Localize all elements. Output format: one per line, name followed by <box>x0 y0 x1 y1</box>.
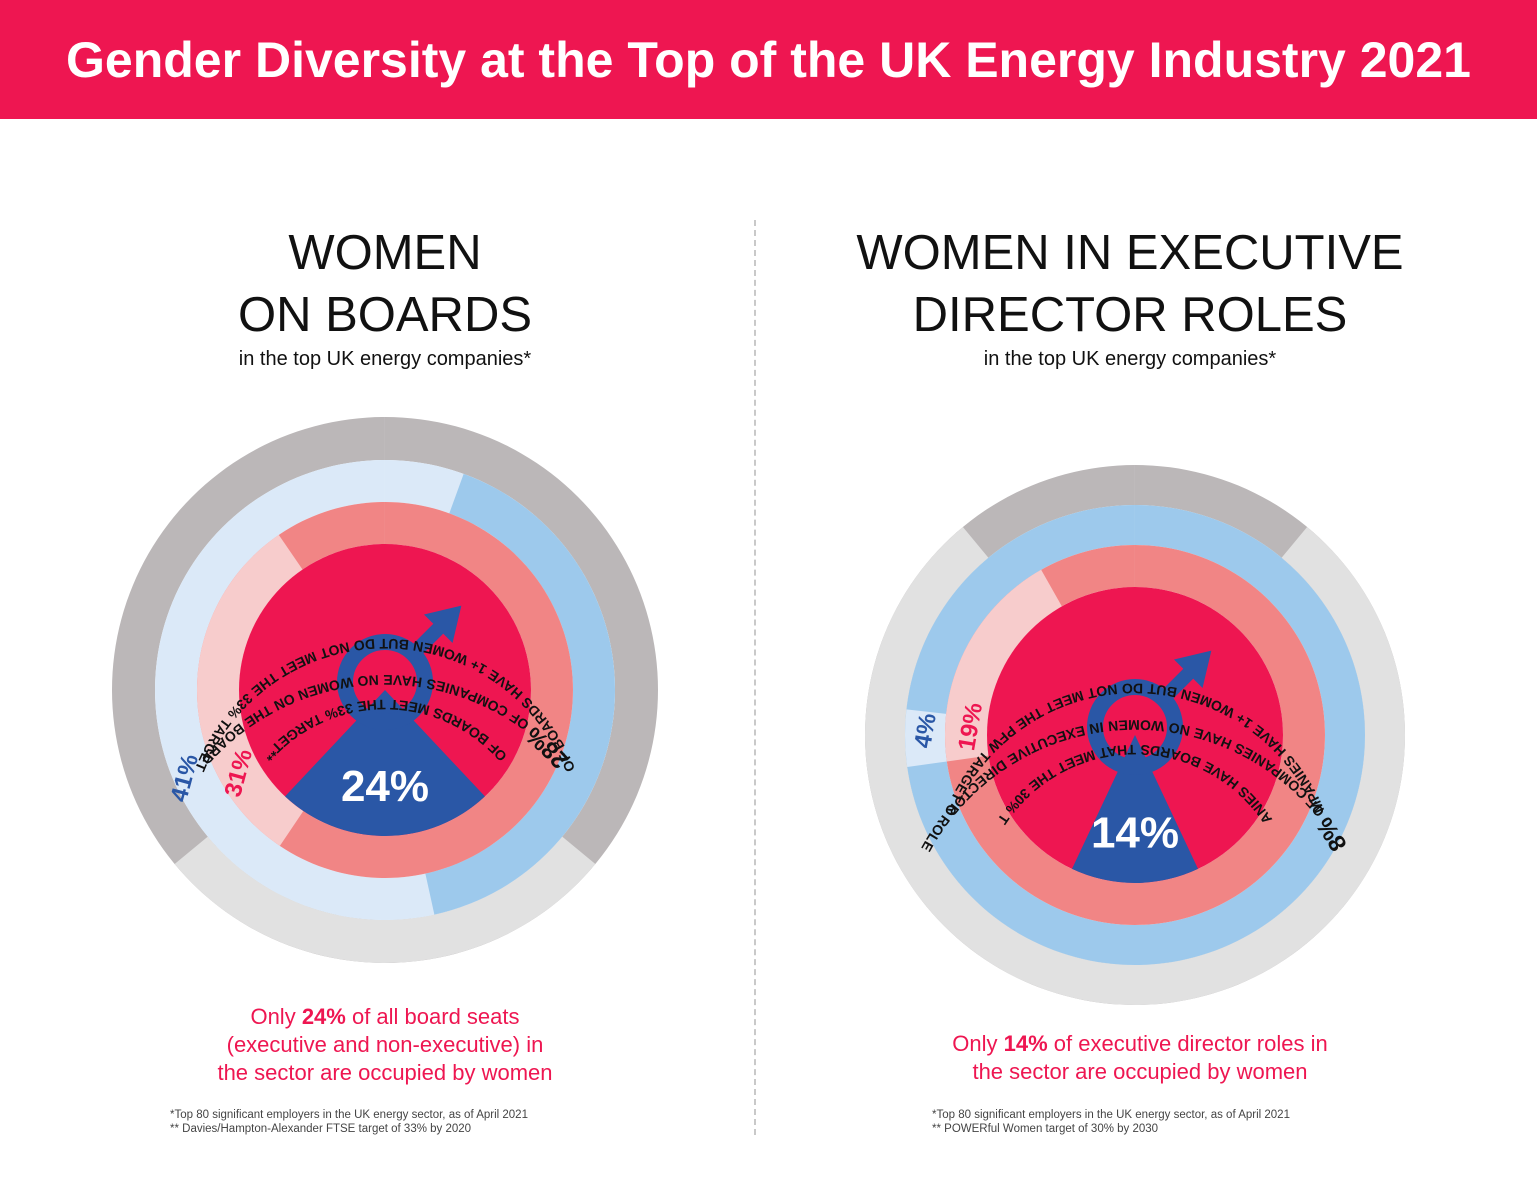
right-title-line1: WOMEN IN EXECUTIVE <box>856 226 1404 280</box>
women-executive-director-chart: 14%4%19%OF COMPANIES HAVE BOARDS THAT ME… <box>850 450 1405 1005</box>
right-footnote-1: *Top 80 significant employers in the UK … <box>932 1109 1290 1121</box>
left-footnote-2: ** Davies/Hampton-Alexander FTSE target … <box>170 1123 472 1135</box>
left-caption-line2: (executive and non-executive) in <box>226 1032 544 1057</box>
left-caption-bold: 24% <box>301 1004 346 1029</box>
ring2-segment <box>425 473 615 915</box>
right-footnotes: *Top 80 significant employers in the UK … <box>932 1108 1412 1136</box>
right-panel-subtitle: in the top UK energy companies* <box>983 348 1277 370</box>
center-value-label: 24% <box>341 762 429 811</box>
right-caption-pre: Only <box>952 1031 1004 1056</box>
left-panel-subtitle: in the top UK energy companies* <box>238 348 532 370</box>
left-title-line1: WOMEN <box>288 226 482 280</box>
gender-symbol-icon <box>1087 650 1212 775</box>
women-on-boards-chart: 24%41% 31% OF BOARDS MEET THE 33% TARGET**… <box>111 417 658 963</box>
right-caption-post: of executive director roles in <box>1047 1031 1328 1056</box>
left-footnotes: *Top 80 significant employers in the UK … <box>170 1108 650 1136</box>
right-caption-bold: 14% <box>1003 1031 1048 1056</box>
ring2-segment <box>905 709 947 768</box>
right-panel-title: WOMEN IN EXECUTIVE DIRECTOR ROLES <box>840 222 1420 346</box>
left-caption-pre: Only <box>250 1004 302 1029</box>
left-footnote-1: *Top 80 significant employers in the UK … <box>170 1109 528 1121</box>
left-title-line2: ON BOARDS <box>237 288 533 342</box>
ring1-segment <box>945 569 1062 762</box>
center-wedge <box>1071 735 1199 883</box>
ring3-segment <box>174 836 596 963</box>
ring1-segment <box>196 534 304 846</box>
left-caption-post: of all board seats <box>345 1004 520 1029</box>
left-panel-title: WOMEN ON BOARDS <box>180 222 590 346</box>
right-footnote-2: ** POWERful Women target of 30% by 2030 <box>932 1123 1159 1135</box>
left-caption-line3: the sector are occupied by women <box>217 1060 553 1085</box>
panel-divider <box>754 220 756 1135</box>
right-caption: Only 14% of executive director roles in … <box>900 1030 1380 1086</box>
page-title: Gender Diversity at the Top of the UK En… <box>66 31 1471 88</box>
ring3-segment <box>865 526 1405 1005</box>
gender-symbol-icon <box>337 605 462 730</box>
center-wedge <box>285 690 485 836</box>
left-caption: Only 24% of all board seats (executive a… <box>160 1003 610 1087</box>
right-caption-line2: the sector are occupied by women <box>972 1059 1308 1084</box>
center-value-label: 14% <box>1091 808 1179 857</box>
ring2-value-label: 4% <box>909 711 942 750</box>
page-title-banner: Gender Diversity at the Top of the UK En… <box>0 0 1537 119</box>
right-title-line2: DIRECTOR ROLES <box>912 288 1348 342</box>
